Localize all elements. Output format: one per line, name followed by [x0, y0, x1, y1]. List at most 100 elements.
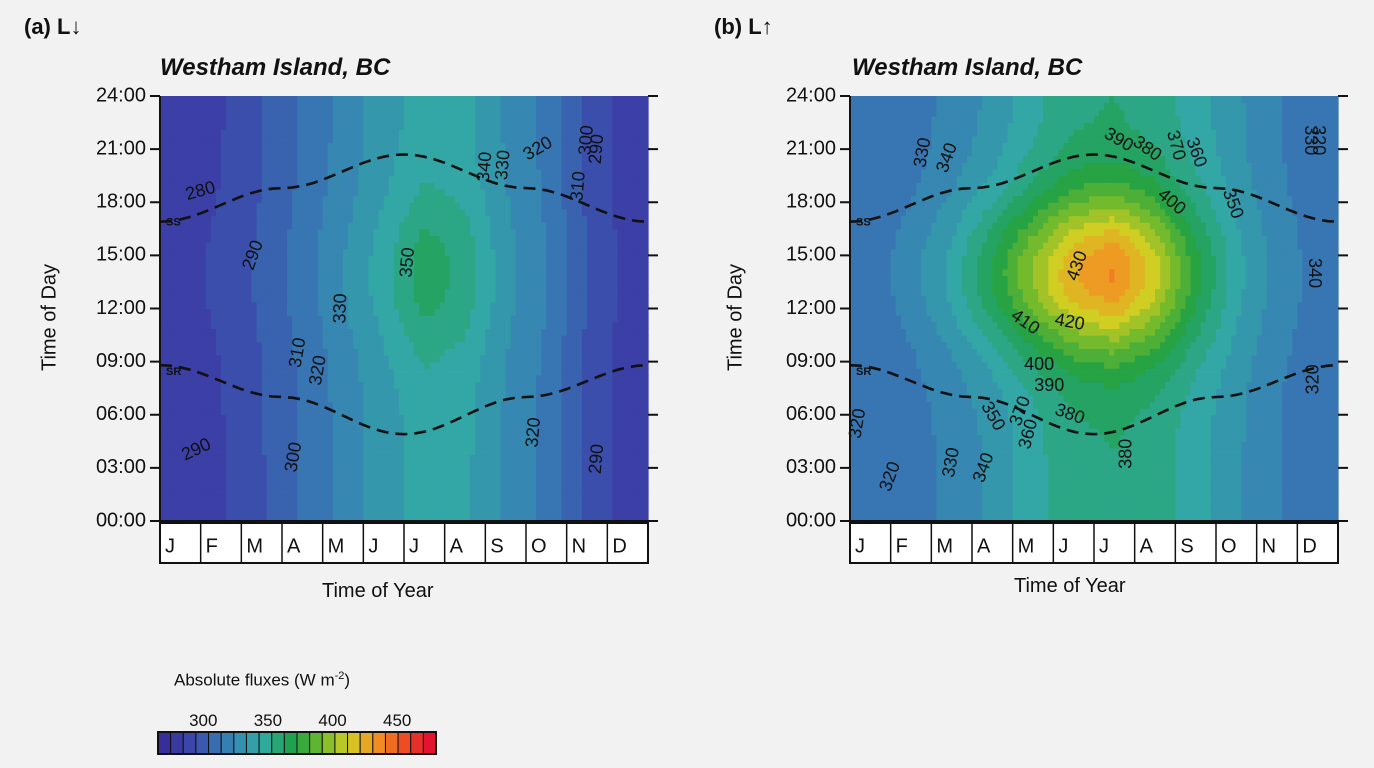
a-field-cell [246, 507, 253, 515]
a-field-cell [454, 295, 461, 303]
a-field-cell [434, 129, 441, 137]
a-field-cell [378, 129, 385, 137]
a-field-cell [480, 268, 486, 276]
a-field-cell [378, 394, 385, 403]
a-field-cell [363, 474, 370, 482]
a-field-cell [373, 262, 380, 270]
a-field-cell [337, 155, 344, 164]
a-field-cell [465, 441, 471, 449]
a-field-cell [302, 115, 309, 124]
a-field-cell [515, 374, 522, 383]
a-field-cell [520, 335, 527, 343]
a-field-cell [510, 414, 517, 422]
a-field-cell [322, 275, 329, 283]
a-field-cell [424, 501, 431, 509]
a-field-cell [480, 129, 486, 137]
a-field-cell [429, 487, 436, 496]
a-field-cell [205, 188, 212, 197]
a-field-cell [287, 248, 293, 256]
a-field-cell [256, 288, 263, 296]
a-field-cell [241, 122, 248, 130]
a-field-cell [261, 149, 268, 157]
a-field-cell [261, 447, 268, 456]
a-field-cell [363, 394, 370, 403]
a-field-cell [185, 348, 192, 356]
a-field-cell [363, 374, 370, 383]
a-field-cell [297, 494, 303, 502]
a-field-cell [505, 401, 512, 409]
a-field-cell [449, 487, 456, 496]
a-field-cell [246, 494, 253, 502]
a-field-cell [480, 441, 486, 449]
a-field-cell [531, 288, 537, 296]
a-field-cell [444, 394, 451, 403]
a-field-cell [434, 182, 441, 190]
a-field-cell [368, 454, 375, 462]
a-field-cell [546, 507, 553, 515]
a-field-cell [221, 381, 227, 389]
a-field-cell [251, 175, 258, 183]
a-field-cell [251, 149, 258, 157]
a-field-cell [363, 368, 370, 376]
a-field-cell [307, 401, 314, 409]
a-field-cell [515, 182, 522, 190]
a-field-cell [348, 494, 354, 502]
a-field-cell [210, 248, 217, 256]
a-field-cell [231, 155, 237, 164]
a-field-cell [343, 102, 349, 110]
a-field-cell [327, 288, 334, 296]
a-field-cell [500, 474, 507, 482]
a-field-cell [373, 162, 380, 170]
a-field-cell [317, 335, 324, 343]
a-field-cell [348, 248, 354, 256]
a-field-cell [368, 228, 375, 237]
a-field-cell [551, 188, 558, 197]
a-field-cell [205, 215, 212, 223]
a-field-cell [470, 401, 476, 409]
a-field-cell [459, 301, 466, 310]
a-field-cell [231, 361, 237, 369]
a-field-cell [383, 281, 390, 290]
a-field-cell [236, 507, 242, 515]
a-field-cell [439, 155, 446, 164]
a-field-cell [449, 262, 456, 270]
a-field-cell [541, 434, 547, 442]
a-field-cell [261, 102, 268, 110]
a-field-cell [531, 315, 537, 323]
a-field-cell [170, 96, 176, 104]
a-field-cell [424, 388, 431, 396]
a-field-cell [485, 414, 492, 422]
a-field-cell [393, 335, 400, 343]
a-field-cell [175, 388, 181, 396]
a-field-cell [434, 315, 441, 323]
a-field-cell [312, 421, 319, 429]
a-field-cell [185, 494, 192, 502]
a-field-cell [541, 122, 547, 130]
a-field-cell [470, 129, 476, 137]
a-field-cell [256, 341, 263, 349]
a-field-cell [495, 222, 502, 230]
a-field-cell [170, 215, 176, 223]
a-field-cell [475, 149, 481, 157]
a-field-cell [404, 109, 410, 117]
a-field-cell [195, 188, 202, 197]
a-field-cell [378, 374, 385, 383]
a-field-cell [546, 315, 553, 323]
a-field-cell [175, 175, 181, 183]
a-field-cell [510, 487, 517, 496]
a-field-cell [322, 169, 329, 177]
a-field-cell [215, 348, 222, 356]
a-field-cell [256, 361, 263, 369]
a-field-cell [531, 248, 537, 256]
a-field-cell [500, 149, 507, 157]
a-field-cell [378, 481, 385, 489]
a-field-cell [251, 129, 258, 137]
a-field-cell [449, 308, 456, 316]
a-field-cell [378, 248, 385, 256]
a-field-cell [541, 354, 547, 363]
a-field-cell [287, 208, 293, 217]
a-field-cell [414, 474, 420, 482]
a-field-cell [373, 507, 380, 515]
a-field-cell [444, 275, 451, 283]
a-field-cell [551, 268, 558, 276]
